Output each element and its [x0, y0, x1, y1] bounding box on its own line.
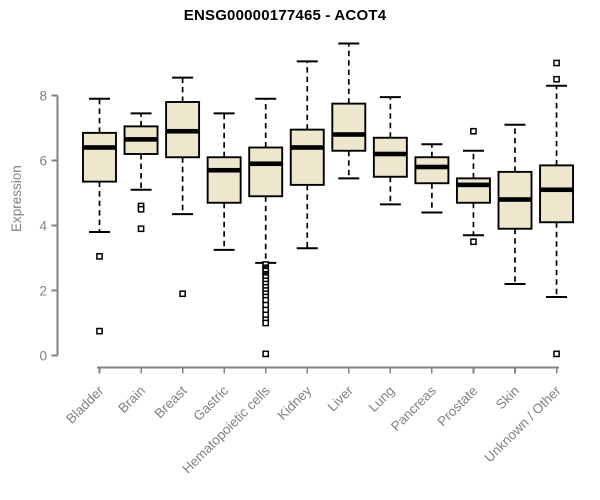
outlier-point	[470, 127, 477, 135]
x-tick-label-prostate: Prostate	[434, 383, 480, 429]
median-line	[207, 167, 241, 173]
outlier-point	[96, 327, 103, 335]
boxplot-hematopoietic-cells	[248, 97, 284, 358]
boxplot-gastric	[206, 112, 242, 251]
outlier-point	[96, 253, 103, 260]
outlier-point	[553, 350, 560, 358]
boxplot-skin	[497, 123, 533, 285]
x-tick-label-liver: Liver	[325, 383, 357, 415]
boxplot-breast	[165, 76, 201, 298]
boxplot-prostate	[456, 127, 491, 246]
x-tick-label-brain: Brain	[115, 383, 148, 416]
median-line	[166, 128, 200, 134]
boxplot-lung	[372, 96, 408, 206]
iqr-box	[539, 164, 574, 224]
iqr-box	[456, 177, 491, 204]
median-line	[415, 164, 449, 170]
outlier-point	[262, 319, 270, 327]
x-tick-label-kidney: Kidney	[275, 383, 315, 423]
iqr-box	[206, 156, 242, 204]
boxplot-bladder	[82, 97, 117, 335]
outlier-point	[179, 290, 186, 298]
y-tick-label: 6	[39, 153, 47, 168]
median-line	[83, 145, 116, 150]
y-tick-label: 0	[39, 348, 47, 363]
x-tick-label-gastric: Gastric	[190, 383, 231, 424]
outlier-point	[470, 238, 477, 246]
median-line	[498, 197, 532, 202]
boxplot-pancreas	[414, 143, 450, 214]
boxplot-brain	[123, 112, 159, 233]
median-line	[249, 161, 283, 167]
outlier-point	[137, 225, 145, 233]
iqr-box	[414, 156, 450, 185]
median-line	[540, 187, 574, 193]
y-tick-label: 4	[39, 218, 47, 233]
iqr-box	[82, 131, 117, 183]
x-tick-label-unknown-other: Unknown / Other	[481, 383, 564, 466]
median-line	[290, 145, 324, 150]
outlier-point	[553, 59, 560, 67]
iqr-box	[372, 136, 408, 178]
x-axis	[97, 366, 559, 374]
chart-title: ENSG00000177465 - ACOT4	[183, 7, 387, 24]
median-line	[332, 132, 366, 137]
x-tick-label-lung: Lung	[366, 383, 398, 415]
median-line	[373, 151, 407, 157]
outlier-point	[553, 75, 560, 83]
outlier-point	[262, 350, 270, 358]
x-tick-label-pancreas: Pancreas	[388, 383, 439, 434]
x-tick-label-bladder: Bladder	[63, 383, 107, 427]
boxplot-unknown-other	[539, 59, 574, 358]
iqr-box	[331, 102, 367, 152]
iqr-box	[289, 128, 325, 186]
y-tick-label: 2	[39, 283, 47, 298]
iqr-box	[248, 146, 284, 198]
y-tick-label: 8	[39, 88, 47, 103]
x-tick-label-skin: Skin	[493, 383, 522, 412]
median-line	[456, 182, 490, 188]
boxplot-kidney	[289, 60, 325, 250]
median-line	[124, 137, 158, 142]
y-axis: 0 2 4 6 8	[39, 88, 59, 363]
outlier-point	[137, 205, 145, 213]
x-tick-label-breast: Breast	[152, 383, 190, 421]
boxplot-liver	[331, 42, 367, 180]
